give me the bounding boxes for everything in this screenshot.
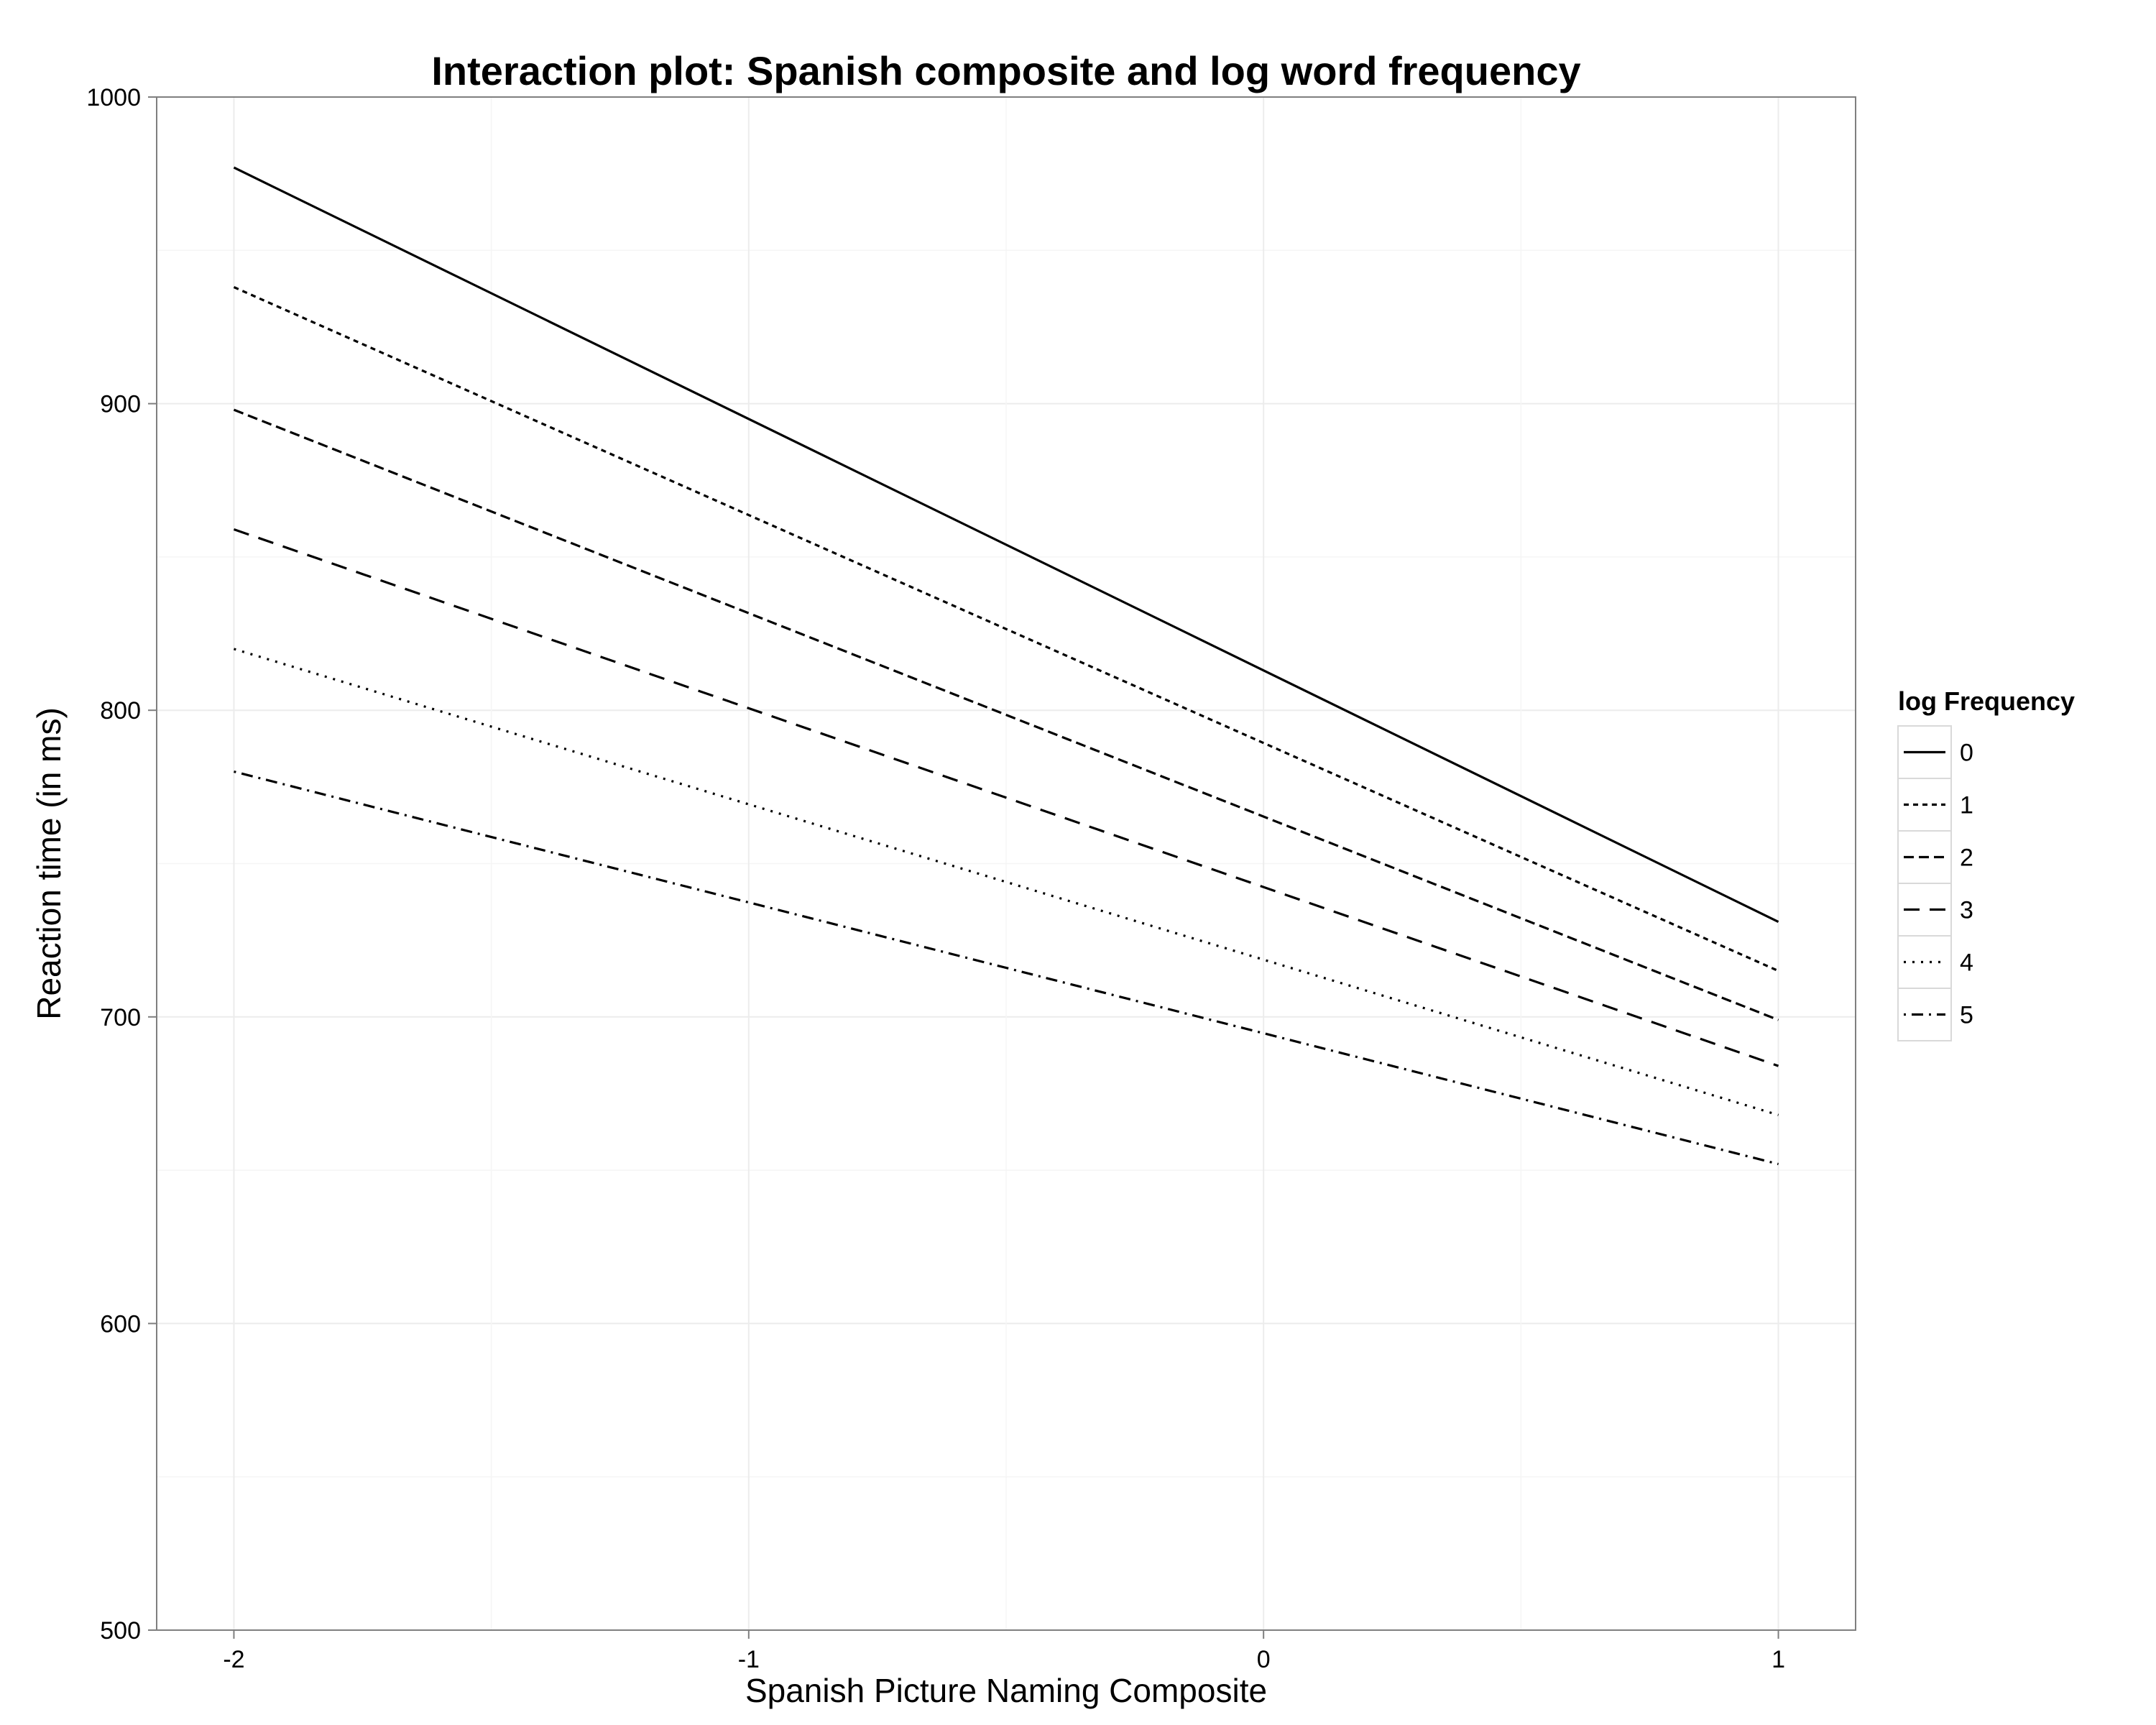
axes: 500 600 700 800 900 1000 -2 -1 0 1 <box>86 84 1785 1673</box>
series-lines <box>233 166 1779 1166</box>
y-tick-label: 900 <box>100 391 141 418</box>
series-line-0 <box>233 166 1779 923</box>
legend: log Frequency 0 1 2 3 4 5 <box>1897 686 2075 1041</box>
legend-label: 5 <box>1960 1002 1973 1029</box>
series-line-1 <box>233 286 1779 972</box>
legend-label: 2 <box>1960 845 1973 872</box>
x-tick-label: -1 <box>738 1646 760 1673</box>
legend-key-box <box>1897 935 1952 989</box>
series-line-4 <box>233 648 1779 1116</box>
x-axis-title: Spanish Picture Naming Composite <box>745 1672 1267 1709</box>
y-tick-label: 600 <box>100 1310 141 1338</box>
series-line-2 <box>233 408 1779 1021</box>
y-tick-label: 800 <box>100 697 141 724</box>
legend-label: 1 <box>1960 792 1973 819</box>
plot-panel-border <box>156 96 1856 1631</box>
legend-label: 4 <box>1960 949 1973 977</box>
series-line-5 <box>234 770 1779 1166</box>
x-tick-label: -2 <box>223 1646 244 1673</box>
series-line-3 <box>233 528 1779 1067</box>
x-tick-label: 0 <box>1257 1646 1271 1673</box>
y-tick-label: 1000 <box>86 84 141 111</box>
legend-label: 3 <box>1960 897 1973 924</box>
y-tick-label: 700 <box>100 1004 141 1031</box>
legend-label: 0 <box>1960 740 1973 767</box>
y-axis-title: Reaction time (in ms) <box>30 707 68 1020</box>
x-tick-label: 1 <box>1772 1646 1785 1673</box>
legend-title: log Frequency <box>1898 686 2075 716</box>
chart-title: Interaction plot: Spanish composite and … <box>431 48 1580 93</box>
y-tick-label: 500 <box>100 1617 141 1644</box>
